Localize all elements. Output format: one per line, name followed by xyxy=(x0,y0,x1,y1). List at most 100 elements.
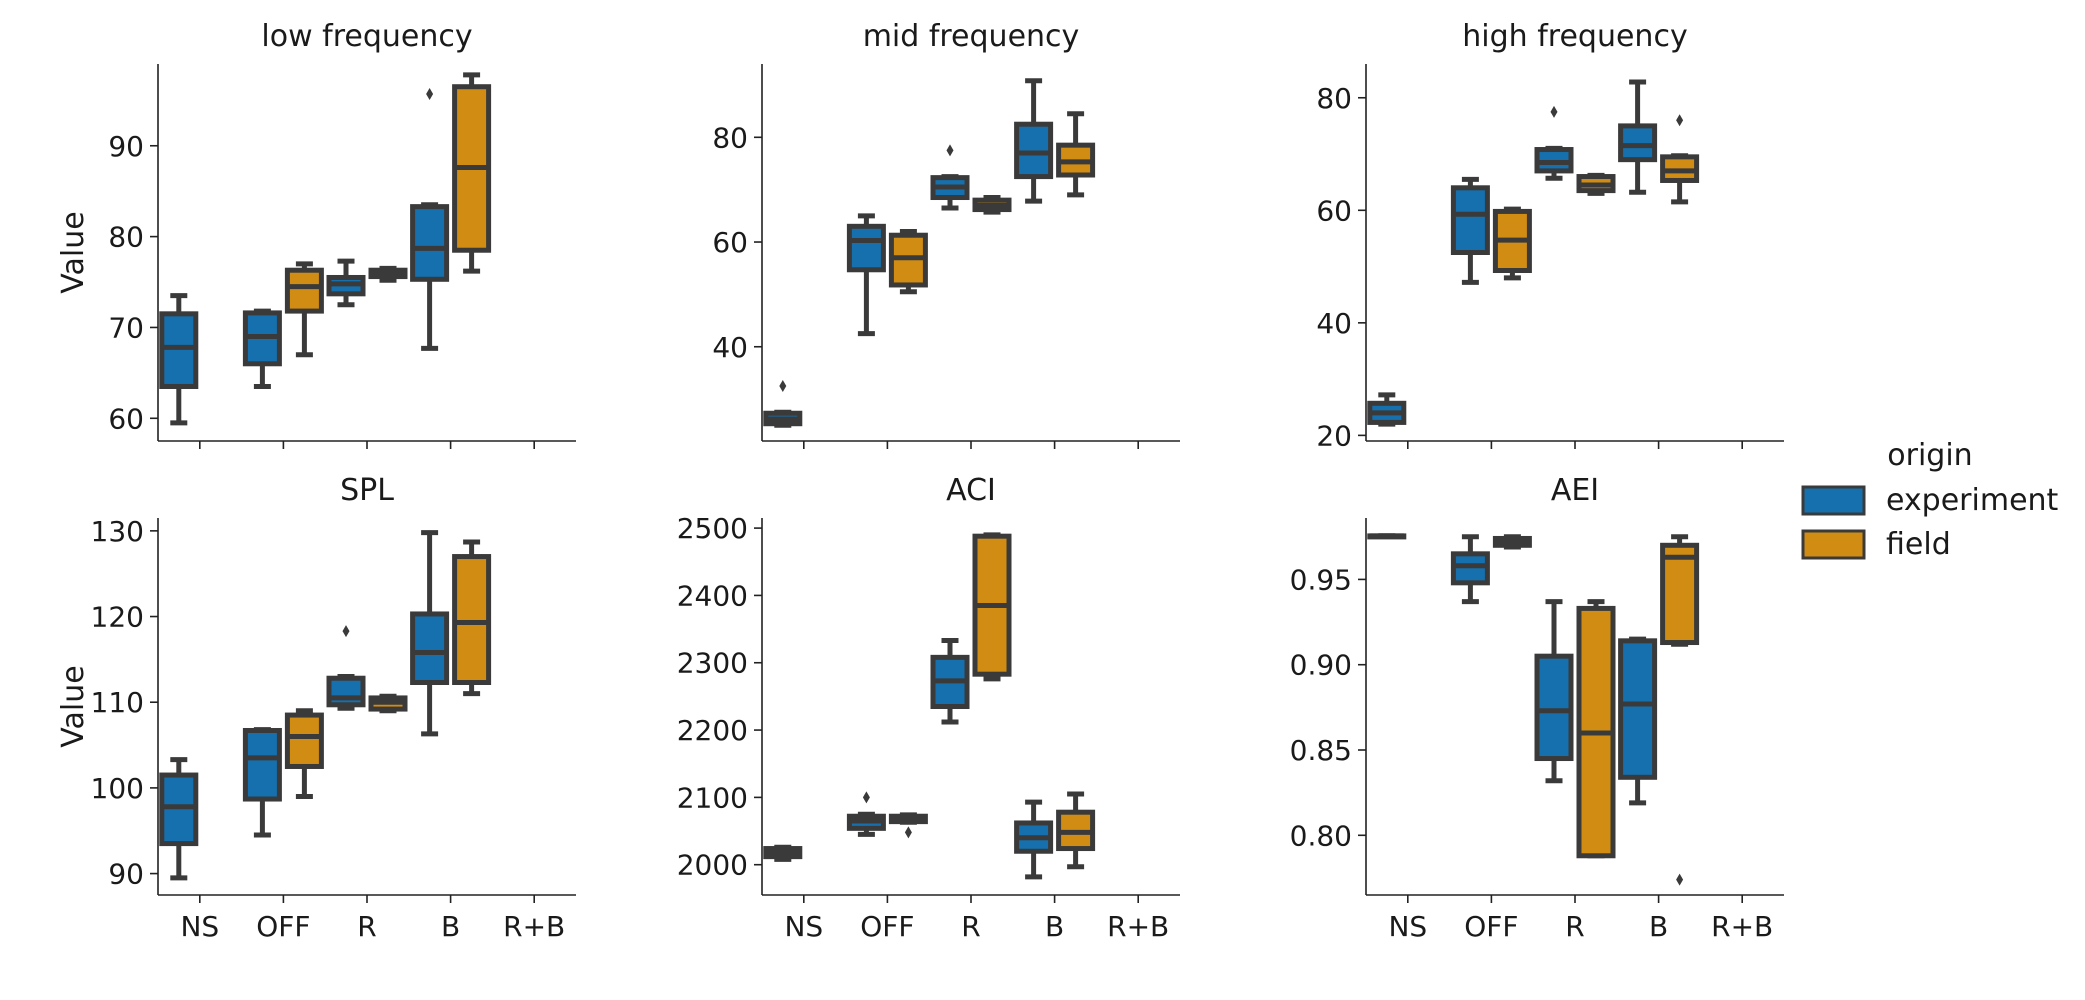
panels: low frequency Value 60 70 80 90 mid frequency 4… xyxy=(56,19,1784,943)
outlier-point xyxy=(342,625,350,638)
box-experiment-ns xyxy=(1367,533,1407,540)
y-tick-label: 80 xyxy=(1316,82,1352,115)
box-iqr xyxy=(1618,123,1658,163)
box-experiment-off xyxy=(1450,534,1490,605)
outlier-point xyxy=(1550,105,1558,118)
box-experiment-ns xyxy=(763,380,803,428)
box-field-r xyxy=(1576,172,1616,196)
panel-title: high frequency xyxy=(1462,19,1687,54)
x-tick-label-r-b: R+B xyxy=(1711,910,1773,943)
y-tick-label: 0.85 xyxy=(1290,734,1352,767)
x-tick-label-r: R xyxy=(1565,910,1584,943)
box-iqr xyxy=(1014,121,1054,180)
box-experiment-r xyxy=(930,638,970,725)
box-field-off xyxy=(1492,206,1532,281)
panel-title: mid frequency xyxy=(863,19,1080,54)
x-tick-label-off: OFF xyxy=(1464,910,1518,943)
outlier-point xyxy=(904,826,912,839)
outlier-point xyxy=(1676,114,1684,127)
x-tick-label-r-b: R+B xyxy=(1107,910,1169,943)
panel-spl: SPL Value 90 100 110 120 130 NS OFF R B R+B xyxy=(56,473,576,943)
box-field-off xyxy=(888,229,928,295)
y-tick-label: 120 xyxy=(91,601,144,634)
y-tick-label: 2300 xyxy=(677,647,748,680)
box-experiment-off xyxy=(846,791,886,837)
box-field-b xyxy=(1056,111,1096,198)
box-iqr xyxy=(284,712,324,769)
box-experiment-ns xyxy=(763,844,803,862)
box-experiment-b xyxy=(410,87,450,351)
box-experiment-off xyxy=(242,308,282,389)
outlier-point xyxy=(779,380,787,393)
outlier-point xyxy=(862,791,870,804)
y-tick-label: 90 xyxy=(108,858,144,891)
box-iqr xyxy=(410,611,450,686)
panel-title: SPL xyxy=(340,473,394,508)
x-tick-label-b: B xyxy=(1649,910,1668,943)
y-tick-label: 0.80 xyxy=(1290,819,1352,852)
box-field-b xyxy=(452,72,492,274)
x-tick-label-b: B xyxy=(441,910,460,943)
box-experiment-b xyxy=(410,530,450,737)
y-tick-label: 2400 xyxy=(677,579,748,612)
box-iqr xyxy=(242,727,282,802)
box-experiment-b xyxy=(1618,79,1658,195)
legend: origin experiment field xyxy=(1801,438,2059,562)
box-iqr xyxy=(284,267,324,314)
panel-title: AEI xyxy=(1551,473,1599,508)
y-tick-label: 0.95 xyxy=(1290,563,1352,596)
box-field-off xyxy=(284,708,324,799)
box-field-r xyxy=(368,693,408,714)
box-iqr xyxy=(452,554,492,686)
box-iqr xyxy=(1618,638,1658,780)
box-field-b xyxy=(452,539,492,697)
x-tick-label-off: OFF xyxy=(860,910,914,943)
box-iqr xyxy=(326,675,366,708)
y-tick-label: 60 xyxy=(1316,194,1352,227)
x-tick-label-b: B xyxy=(1045,910,1064,943)
box-field-b xyxy=(1056,791,1096,870)
box-iqr xyxy=(846,223,886,273)
x-tick-label-r: R xyxy=(961,910,980,943)
panel-high-frequency: high frequency 20 40 60 80 xyxy=(1316,19,1784,452)
y-tick-label: 110 xyxy=(91,686,144,719)
x-tick-label-ns: NS xyxy=(784,910,823,943)
box-iqr xyxy=(1660,542,1700,646)
box-field-r xyxy=(972,532,1012,682)
y-tick-label: 80 xyxy=(108,221,144,254)
x-tick-label-off: OFF xyxy=(256,910,310,943)
box-iqr xyxy=(410,204,450,282)
legend-label-experiment: experiment xyxy=(1886,483,2059,518)
box-field-off xyxy=(1492,534,1532,550)
outlier-point xyxy=(946,144,954,157)
legend-title: origin xyxy=(1887,438,1972,473)
panel-title: low frequency xyxy=(261,19,472,54)
outlier-point xyxy=(1676,873,1684,886)
box-experiment-r xyxy=(1534,599,1574,784)
box-experiment-ns xyxy=(159,293,199,426)
y-tick-label: 70 xyxy=(108,311,144,344)
y-tick-label: 20 xyxy=(1316,419,1352,452)
box-experiment-off xyxy=(846,213,886,337)
box-field-off xyxy=(888,812,928,839)
box-field-b xyxy=(1660,114,1700,205)
box-iqr xyxy=(1450,185,1490,255)
box-experiment-ns xyxy=(159,757,199,881)
box-experiment-b xyxy=(1014,799,1054,880)
x-tick-label-r: R xyxy=(357,910,376,943)
box-experiment-b xyxy=(1014,78,1054,204)
box-experiment-ns xyxy=(1367,392,1407,427)
y-tick-label: 2100 xyxy=(677,781,748,814)
y-tick-label: 100 xyxy=(91,772,144,805)
y-tick-label: 2200 xyxy=(677,714,748,747)
y-tick-label: 90 xyxy=(108,130,144,163)
x-tick-label-ns: NS xyxy=(180,910,219,943)
box-iqr xyxy=(159,311,199,389)
panel-mid-frequency: mid frequency 40 60 80 xyxy=(712,19,1180,449)
y-tick-label: 60 xyxy=(108,402,144,435)
box-field-r xyxy=(368,265,408,283)
box-field-r xyxy=(1576,599,1616,859)
box-experiment-r xyxy=(1534,105,1574,181)
y-tick-label: 60 xyxy=(712,226,748,259)
